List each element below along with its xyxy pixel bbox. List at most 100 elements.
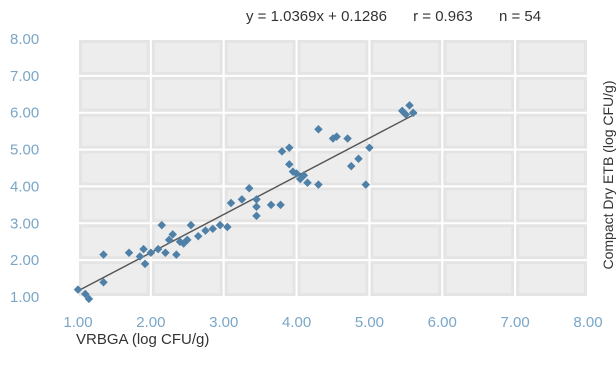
grid-cell <box>519 190 584 220</box>
grid-cell <box>82 153 147 183</box>
y-tick-label: 5.00 <box>10 142 39 159</box>
data-point <box>361 180 371 189</box>
grid-cell <box>519 43 584 72</box>
grid-cell <box>227 227 293 257</box>
grid-cell <box>227 43 293 72</box>
data-point <box>365 143 374 152</box>
data-point <box>266 200 276 210</box>
data-point <box>314 125 323 134</box>
grid-cell <box>519 116 584 146</box>
data-point <box>285 143 294 152</box>
data-point <box>252 195 261 204</box>
data-point <box>244 184 254 193</box>
data-point <box>99 278 108 287</box>
data-point <box>314 180 323 189</box>
data-point <box>99 250 108 259</box>
data-point <box>346 161 356 171</box>
data-point <box>237 195 247 204</box>
data-point <box>146 248 156 258</box>
grid-cell <box>446 227 512 257</box>
x-tick-label: 8.00 <box>573 314 602 331</box>
grid-cell <box>227 79 293 109</box>
grid-cell <box>82 227 147 257</box>
grid-cell <box>373 227 439 257</box>
data-point <box>172 250 181 259</box>
grid-cell <box>519 153 584 183</box>
grid-cell <box>82 190 147 220</box>
x-tick-label: 6.00 <box>428 314 457 331</box>
x-tick-label: 7.00 <box>501 314 530 331</box>
sample-size: n = 54 <box>498 8 542 25</box>
grid-cell <box>446 79 512 109</box>
regression-stats: y = 1.0369x + 0.1286 r = 0.963 n = 54 <box>246 8 541 25</box>
x-tick-label: 3.00 <box>209 314 238 331</box>
grid-cell <box>446 43 512 72</box>
data-point <box>332 132 341 141</box>
x-tick-label: 5.00 <box>355 314 384 331</box>
y-tick-label: 7.00 <box>10 68 39 85</box>
data-point <box>157 220 167 230</box>
grid-cell <box>373 116 439 146</box>
data-point <box>124 248 134 258</box>
y-tick-label: 1.00 <box>10 289 39 306</box>
grid-cell <box>519 227 584 257</box>
correlation-coefficient: r = 0.963 <box>413 8 473 25</box>
grid-cell <box>519 79 584 109</box>
grid-cell <box>373 264 439 293</box>
y-axis-label: Compact Dry ETB (log CFU/g) <box>600 80 616 270</box>
data-point <box>208 224 218 234</box>
grid-cell <box>373 79 439 109</box>
grid-cell <box>82 116 147 146</box>
grid-cell <box>82 43 147 72</box>
y-tick-label: 8.00 <box>10 31 39 48</box>
data-point <box>223 222 232 232</box>
y-tick-label: 6.00 <box>10 105 39 122</box>
grid-cell <box>154 79 220 109</box>
data-point <box>201 226 210 235</box>
data-point <box>84 294 94 304</box>
data-points <box>73 101 418 304</box>
data-point <box>285 160 294 169</box>
data-point <box>186 220 196 230</box>
grid-cell <box>300 264 366 293</box>
tick-labels: 1.00 2.00 3.00 4.00 5.00 6.00 7.00 8.00 1.00 2.00… <box>10 31 603 331</box>
grid-cell <box>154 264 220 293</box>
regression-equation: y = 1.0369x + 0.1286 <box>246 8 387 25</box>
grid-cell <box>82 264 147 293</box>
regression-line <box>77 112 418 292</box>
data-point <box>343 134 352 143</box>
data-point <box>73 285 83 294</box>
x-tick-label: 4.00 <box>282 314 311 331</box>
data-point <box>405 101 414 110</box>
data-point <box>252 202 261 211</box>
grid-cell <box>446 190 512 220</box>
regression-line-layer <box>77 112 418 292</box>
data-point <box>401 110 411 119</box>
grid-cell <box>82 79 147 109</box>
grid-cell <box>300 227 366 257</box>
grid-cell <box>519 264 584 293</box>
data-point <box>299 171 309 180</box>
x-axis-label: VRBGA (log CFU/g) <box>76 331 210 348</box>
grid-cell <box>154 190 220 220</box>
grid-cell <box>227 116 293 146</box>
data-point <box>215 220 225 230</box>
data-point <box>153 244 163 254</box>
grid-cell <box>154 153 220 183</box>
data-point <box>408 108 418 117</box>
x-tick-label: 1.00 <box>63 314 92 331</box>
y-tick-label: 2.00 <box>10 252 39 269</box>
grid-cell <box>373 190 439 220</box>
grid-cell <box>300 190 366 220</box>
data-point <box>354 154 363 164</box>
data-point <box>183 235 192 245</box>
x-tick-label: 2.00 <box>136 314 165 331</box>
grid-cell <box>300 79 366 109</box>
data-point <box>252 211 261 221</box>
grid-cell <box>446 153 512 183</box>
grid-cell <box>227 153 293 183</box>
data-point <box>168 230 177 239</box>
data-point <box>139 244 148 254</box>
grid-cell <box>300 43 366 72</box>
